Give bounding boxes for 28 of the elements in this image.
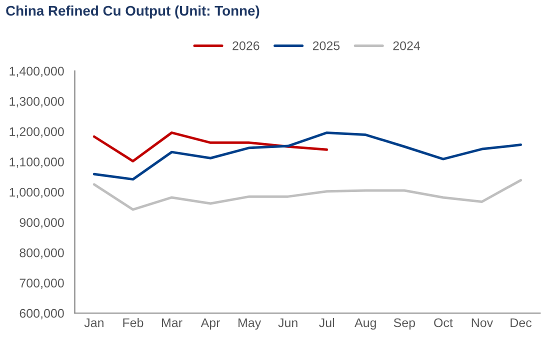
legend-label: 2025 [312,41,340,50]
x-tick-label: Mar [162,318,182,328]
x-tick-label: Apr [200,318,220,330]
y-tick-label: 1,200,000 [10,127,64,138]
x-tick-label: Feb [123,318,144,328]
y-tick-label: 1,400,000 [10,66,64,78]
line-series [92,131,328,162]
x-tick-label: Aug [354,318,376,330]
y-tick-label: 1,100,000 [10,158,64,168]
x-tick-label: Jun [278,318,298,328]
legend-label: 2024 [393,41,420,50]
x-tick-label: Dec [510,318,532,328]
legend-label: 2026 [232,41,260,50]
x-tick-label: Jan [84,318,104,328]
y-tick-label: 1,300,000 [10,97,64,108]
x-tick-label: Nov [472,318,494,328]
y-tick-label: 600,000 [20,308,64,320]
x-tick-label: Oct [434,318,453,328]
line-series [92,131,522,181]
y-tick-label: 1,000,000 [10,188,64,198]
x-tick-label: May [238,318,262,330]
x-tick-label: Jul [319,318,334,328]
y-tick-label: 700,000 [20,278,64,289]
line-series [92,178,522,211]
y-tick-label: 900,000 [20,218,64,228]
x-tick-label: Sep [394,318,416,330]
y-tick-label: 800,000 [20,248,64,259]
chart-title: China Refined Cu Output (Unit: Tonne) [6,6,260,18]
